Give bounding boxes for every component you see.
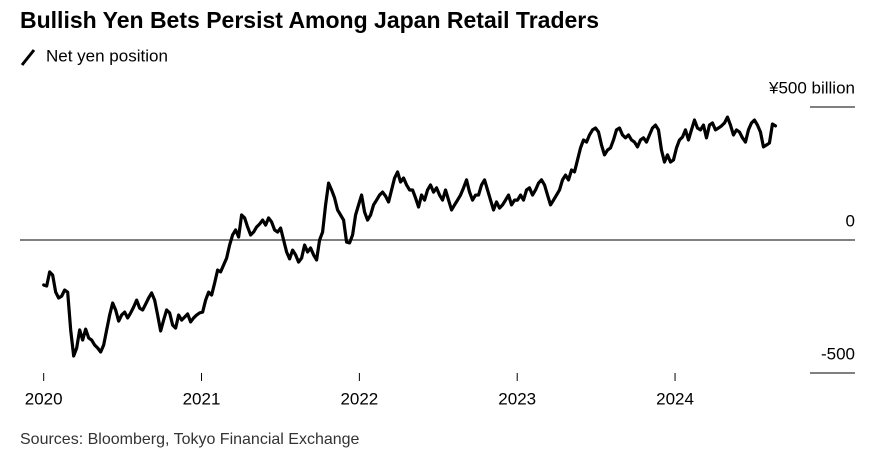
- legend-swatch: [20, 49, 36, 66]
- y-tick-label: ¥500 billion: [768, 78, 855, 97]
- y-tick-label: -500: [821, 344, 855, 363]
- x-tick-label: 2022: [340, 389, 378, 408]
- x-tick-label: 2023: [498, 389, 536, 408]
- x-tick-label: 2020: [25, 389, 63, 408]
- data-line: [42, 115, 778, 358]
- chart-title: Bullish Yen Bets Persist Among Japan Ret…: [20, 7, 599, 33]
- x-tick-label: 2024: [656, 389, 694, 408]
- source-note: Sources: Bloomberg, Tokyo Financial Exch…: [20, 431, 360, 448]
- x-tick-label: 2021: [183, 389, 221, 408]
- legend-label: Net yen position: [46, 46, 168, 65]
- y-tick-label: 0: [846, 211, 855, 230]
